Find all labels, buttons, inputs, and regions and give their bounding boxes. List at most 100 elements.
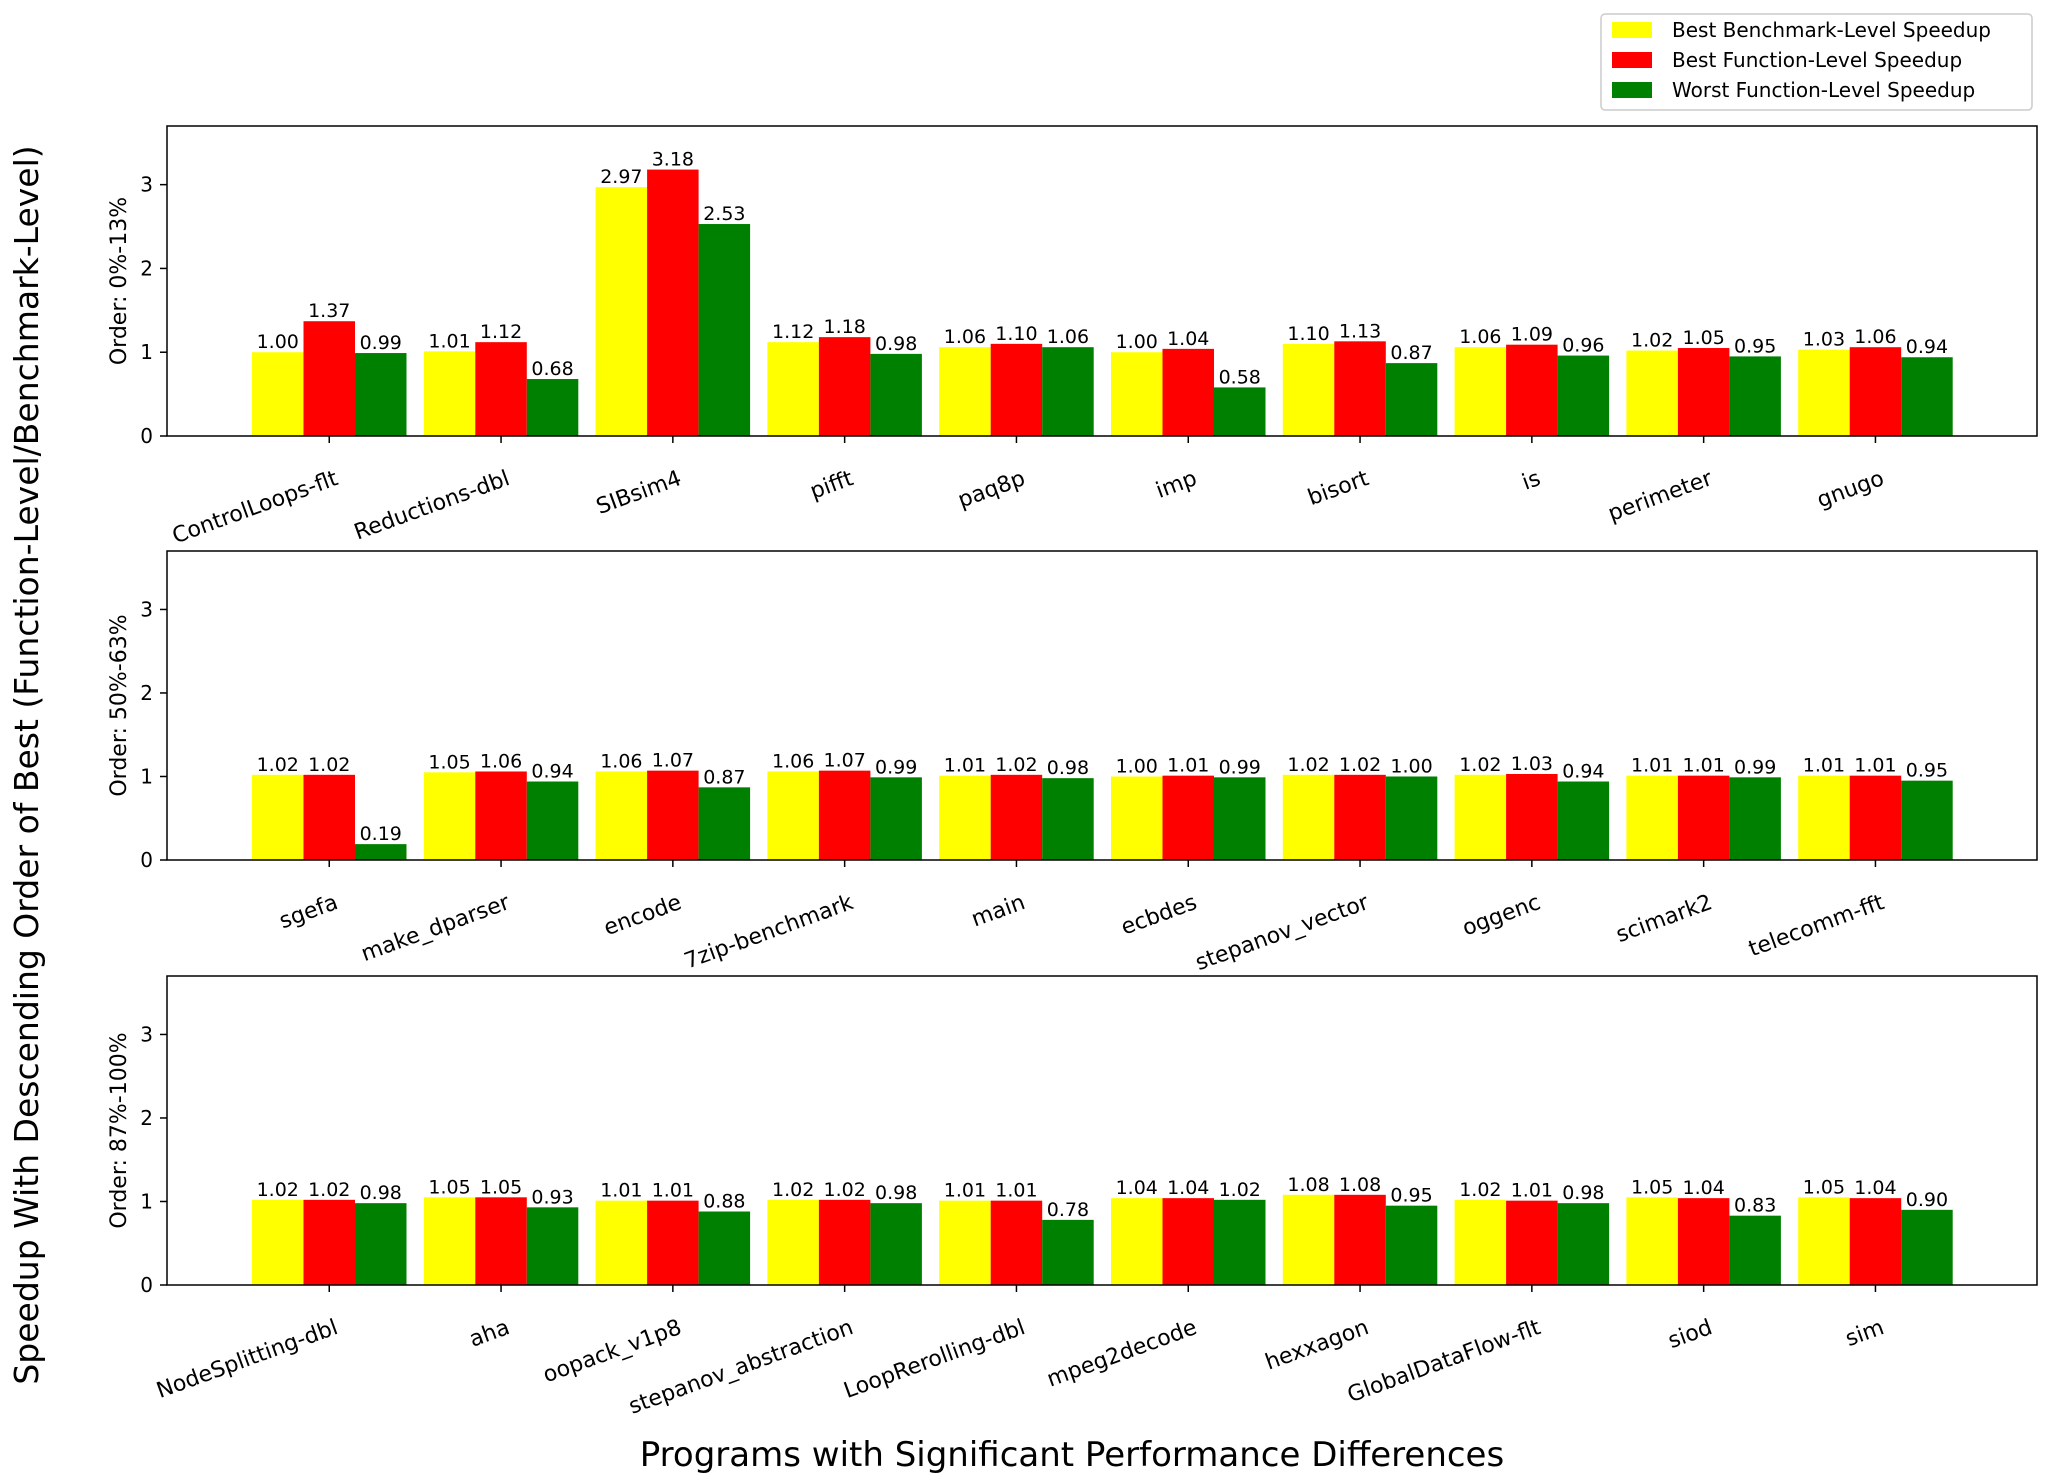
- data-label: 1.09: [1511, 324, 1553, 346]
- data-label: 1.02: [257, 754, 299, 776]
- data-label: 1.10: [995, 323, 1037, 345]
- data-label: 1.04: [1682, 1177, 1724, 1199]
- data-label: 1.00: [257, 331, 299, 353]
- plot-frame: [166, 975, 2038, 1286]
- bar-worst-function: [355, 844, 407, 860]
- data-label: 1.04: [1167, 328, 1209, 350]
- y-tick-label: 3: [140, 173, 153, 197]
- data-label: 1.02: [308, 1179, 350, 1201]
- bar-benchmark: [767, 771, 819, 860]
- data-label: 1.02: [1631, 330, 1673, 352]
- data-label: 1.05: [1803, 1176, 1845, 1198]
- bar-benchmark: [1111, 1198, 1163, 1285]
- data-label: 0.95: [1906, 760, 1948, 782]
- data-label: 1.01: [428, 330, 470, 352]
- data-label: 1.02: [1287, 754, 1329, 776]
- bar-worst-function: [870, 777, 922, 860]
- bar-benchmark: [423, 772, 476, 860]
- bar-benchmark: [1798, 1197, 1850, 1285]
- bar-benchmark: [252, 1199, 304, 1285]
- data-label: 0.99: [360, 332, 402, 354]
- bar-benchmark: [1454, 774, 1507, 860]
- y-tick-label: 0: [140, 848, 153, 872]
- bar-benchmark: [1626, 1197, 1678, 1285]
- bar-worst-function: [1214, 777, 1266, 860]
- bar-worst-function: [698, 787, 751, 860]
- data-label: 1.06: [1047, 326, 1089, 348]
- bar-best-function: [1162, 775, 1214, 860]
- bar-worst-function: [1557, 1203, 1610, 1285]
- bar-benchmark: [1626, 350, 1678, 436]
- bar-benchmark: [1282, 343, 1335, 436]
- y-tick-label: 1: [140, 764, 153, 788]
- data-label: 1.04: [1167, 1177, 1209, 1199]
- y-tick-label: 2: [140, 1106, 153, 1130]
- bar-benchmark: [252, 774, 304, 860]
- bar-benchmark: [767, 1199, 819, 1285]
- data-label: 1.01: [652, 1180, 694, 1202]
- y-tick-label: 3: [140, 597, 153, 621]
- bar-benchmark: [1111, 352, 1163, 436]
- data-label: 0.98: [1562, 1182, 1604, 1204]
- bar-benchmark: [767, 342, 819, 436]
- y-tick-label: 1: [140, 340, 153, 364]
- data-label: 1.01: [1167, 755, 1209, 777]
- legend-swatch-worst-function: [1612, 82, 1652, 98]
- bar-worst-function: [1901, 357, 1953, 436]
- data-label: 1.06: [1854, 326, 1896, 348]
- bar-worst-function: [870, 353, 922, 436]
- data-label: 0.95: [1390, 1185, 1432, 1207]
- bar-benchmark: [1111, 776, 1163, 860]
- data-label: 1.37: [308, 300, 350, 322]
- data-label: 0.98: [875, 333, 917, 355]
- bar-best-function: [818, 1199, 871, 1285]
- data-label: 0.88: [703, 1191, 745, 1213]
- bar-best-function: [1677, 775, 1730, 860]
- data-label: 1.02: [1219, 1179, 1261, 1201]
- legend: Best Benchmark-Level Speedup Best Functi…: [1600, 13, 2033, 111]
- data-label: 1.02: [257, 1179, 299, 1201]
- data-label: 0.58: [1219, 366, 1261, 388]
- subplot-y-axis-label: Order: 50%-63%: [107, 614, 132, 796]
- bar-best-function: [1506, 1200, 1558, 1285]
- figure-y-axis-label: Speedup With Descending Order of Best (F…: [7, 145, 46, 1384]
- data-label: 0.95: [1734, 335, 1776, 357]
- bar-best-function: [990, 1200, 1043, 1285]
- data-label: 1.08: [1339, 1174, 1381, 1196]
- bar-best-function: [647, 1200, 699, 1285]
- data-label: 1.02: [823, 1179, 865, 1201]
- bar-worst-function: [526, 379, 579, 436]
- bar-benchmark: [1454, 347, 1507, 436]
- data-label: 1.03: [1511, 753, 1553, 775]
- bar-benchmark: [595, 771, 648, 860]
- data-label: 0.99: [1219, 756, 1261, 778]
- bar-best-function: [1162, 1198, 1214, 1285]
- bar-best-function: [303, 1199, 355, 1285]
- bar-benchmark: [1798, 349, 1850, 436]
- legend-swatch-best-function: [1612, 52, 1652, 68]
- data-label: 0.98: [360, 1182, 402, 1204]
- bar-best-function: [1506, 344, 1558, 436]
- data-label: 0.87: [703, 766, 745, 788]
- data-label: 0.94: [1906, 336, 1948, 358]
- bar-benchmark: [1454, 1199, 1507, 1285]
- data-label: 1.07: [823, 750, 865, 772]
- data-label: 0.78: [1047, 1199, 1089, 1221]
- y-tick-label: 0: [140, 424, 153, 448]
- bar-best-function: [647, 770, 699, 860]
- bar-best-function: [647, 169, 699, 436]
- bar-worst-function: [355, 1203, 407, 1285]
- bar-benchmark: [423, 351, 476, 436]
- bar-worst-function: [1385, 363, 1438, 436]
- bar-benchmark: [252, 352, 304, 436]
- bar-worst-function: [1214, 387, 1266, 436]
- data-label: 1.06: [480, 750, 522, 772]
- bar-benchmark: [1282, 1194, 1335, 1285]
- bar-worst-function: [1557, 355, 1610, 436]
- data-label: 1.13: [1339, 320, 1381, 342]
- bar-worst-function: [1729, 777, 1781, 860]
- legend-frame: [1600, 13, 2033, 111]
- data-label: 1.12: [772, 321, 814, 343]
